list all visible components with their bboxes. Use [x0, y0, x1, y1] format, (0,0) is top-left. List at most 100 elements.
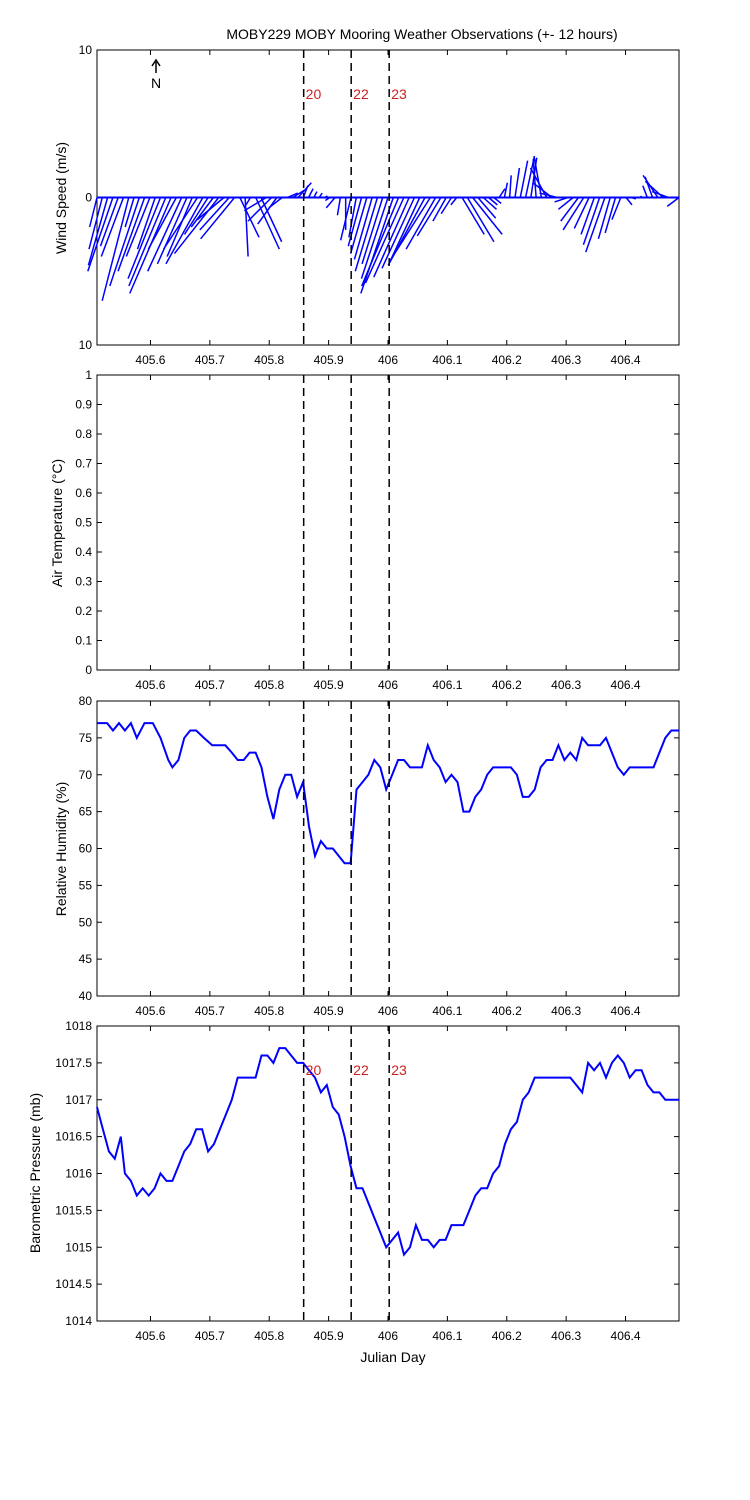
- wind-stick: [243, 196, 267, 212]
- wind-stick: [405, 197, 437, 250]
- relative-humidity-panel: Relative Humidity (%): [53, 782, 69, 917]
- barometric-pressure-plot: 405.6 405.7 405.8 405.9 406 406.1 406.2 406.3 40…: [55, 1019, 680, 1343]
- wind-speed-x-tick-label: 406.1: [432, 353, 462, 367]
- relative-humidity-plot: 405.6 405.7 405.8 405.9 406 406.1 406.2 406.3 40…: [79, 694, 680, 1018]
- event-label-23: 23: [391, 1062, 407, 1078]
- wind-stick: [381, 197, 416, 269]
- air-temperature-y-tick-label: 0.3: [75, 575, 92, 589]
- wind-speed-ylabel: Wind Speed (m/s): [53, 142, 69, 254]
- wind-stick: [162, 197, 199, 250]
- wind-stick: [498, 188, 506, 198]
- wind-stick: [416, 197, 442, 237]
- barometric-pressure-y-tick-label: 1014: [65, 1314, 92, 1328]
- wind-stick: [560, 197, 580, 222]
- air-temperature-x-tick-label: 406.3: [551, 678, 581, 692]
- wind-stick: [604, 197, 617, 234]
- barometric-pressure-panel: Barometric Pressure (mb) Julian Day: [27, 1093, 426, 1365]
- wind-stick: [183, 197, 209, 235]
- wind-stick: [257, 197, 278, 225]
- barometric-pressure-ylabel: Barometric Pressure (mb): [27, 1093, 43, 1253]
- barometric-pressure-x-tick-label: 405.7: [195, 1329, 225, 1343]
- wind-speed-x-tick-label: 405.9: [314, 353, 344, 367]
- barometric-pressure-x-tick-label: 406.1: [432, 1329, 462, 1343]
- wind-stick: [508, 175, 512, 198]
- barometric-pressure-y-tick-label: 1016.5: [55, 1130, 92, 1144]
- wind-stick: [165, 197, 204, 265]
- wind-speed-x-tick-label: 406: [378, 353, 398, 367]
- wind-speed-y-tick-label: 10: [79, 338, 93, 352]
- relative-humidity-x-tick-label: 405.6: [135, 1004, 165, 1018]
- relative-humidity-x-tick-label: 405.9: [314, 1004, 344, 1018]
- barometric-pressure-x-tick-label: 406.4: [611, 1329, 641, 1343]
- wind-stick: [117, 197, 146, 272]
- relative-humidity-y-tick-label: 50: [79, 915, 93, 929]
- wind-stick: [461, 197, 485, 235]
- wind-stick: [244, 197, 249, 257]
- wind-stick: [166, 197, 193, 257]
- air-temperature-axes-frame: [96, 374, 680, 671]
- barometric-pressure-x-tick-label: 405.9: [314, 1329, 344, 1343]
- air-temperature-x-tick-label: 405.9: [314, 678, 344, 692]
- wind-speed-y-tick-label: 10: [79, 43, 93, 57]
- barometric-pressure-y-tick-label: 1015: [65, 1240, 92, 1254]
- air-temperature-x-tick-label: 406: [378, 678, 398, 692]
- air-temperature-y-tick-label: 0.4: [75, 545, 92, 559]
- wind-stick: [557, 196, 574, 210]
- figure-title: MOBY229 MOBY Mooring Weather Observation…: [226, 26, 617, 42]
- air-temperature-ylabel: Air Temperature (°C): [49, 459, 65, 587]
- wind-stick: [349, 197, 368, 254]
- wind-stick: [156, 197, 188, 265]
- wind-stick: [597, 197, 611, 240]
- wind-stick: [255, 197, 281, 250]
- wind-stick: [388, 197, 431, 263]
- barometric-pressure-x-tick-label: 405.8: [254, 1329, 284, 1343]
- barometric-pressure-y-tick-label: 1016: [65, 1167, 92, 1181]
- wind-stick: [239, 197, 260, 238]
- barometric-pressure-series-line: [96, 1047, 679, 1257]
- wind-stick-group: [87, 156, 680, 301]
- wind-speed-x-tick-label: 406.4: [611, 353, 641, 367]
- wind-speed-x-tick-label: 405.7: [195, 353, 225, 367]
- wind-speed-x-tick-label: 406.2: [492, 353, 522, 367]
- wind-stick: [196, 196, 225, 221]
- event-label-20: 20: [306, 86, 322, 102]
- wind-speed-plot: 405.6 405.7 405.8 405.9 406 406.1 406.2 406.3 40…: [79, 43, 680, 367]
- air-temperature-plot: 405.6 405.7 405.8 405.9 406 406.1 406.2 406.3 40…: [75, 368, 680, 692]
- barometric-pressure-y-tick-label: 1017.5: [55, 1056, 92, 1070]
- air-temperature-y-tick-label: 0.1: [75, 634, 92, 648]
- wind-stick: [364, 197, 405, 284]
- barometric-pressure-x-tick-label: 406.3: [551, 1329, 581, 1343]
- air-temperature-y-tick-label: 0.9: [75, 398, 92, 412]
- air-temperature-y-tick-label: 0: [85, 663, 92, 677]
- wind-stick: [450, 197, 458, 206]
- wind-stick: [339, 197, 352, 241]
- wind-stick: [200, 197, 236, 240]
- wind-stick: [666, 196, 680, 207]
- wind-stick: [307, 188, 314, 198]
- wind-stick: [585, 197, 606, 253]
- air-temperature-y-tick-label: 0.6: [75, 486, 92, 500]
- wind-stick: [136, 197, 156, 250]
- air-temperature-x-tick-label: 405.7: [195, 678, 225, 692]
- wind-stick: [173, 197, 220, 255]
- wind-stick: [297, 182, 312, 199]
- wind-stick: [199, 196, 230, 231]
- relative-humidity-y-tick-label: 55: [79, 878, 93, 892]
- barometric-pressure-x-tick-label: 406: [378, 1329, 398, 1343]
- wind-speed-x-tick-label: 405.6: [135, 353, 165, 367]
- wind-stick: [488, 196, 498, 206]
- wind-stick: [124, 197, 135, 228]
- wind-stick: [353, 197, 373, 260]
- air-temperature-x-tick-label: 406.1: [432, 678, 462, 692]
- wind-speed-y-tick-label: 0: [85, 191, 92, 205]
- relative-humidity-y-tick-label: 65: [79, 805, 93, 819]
- wind-stick: [529, 167, 548, 198]
- wind-stick: [477, 197, 497, 219]
- event-label-22: 22: [353, 1062, 369, 1078]
- relative-humidity-x-tick-label: 405.8: [254, 1004, 284, 1018]
- barometric-pressure-x-tick-label: 405.6: [135, 1329, 165, 1343]
- wind-stick: [88, 197, 104, 250]
- wind-stick: [562, 197, 585, 231]
- air-temperature-y-tick-label: 0.2: [75, 604, 92, 618]
